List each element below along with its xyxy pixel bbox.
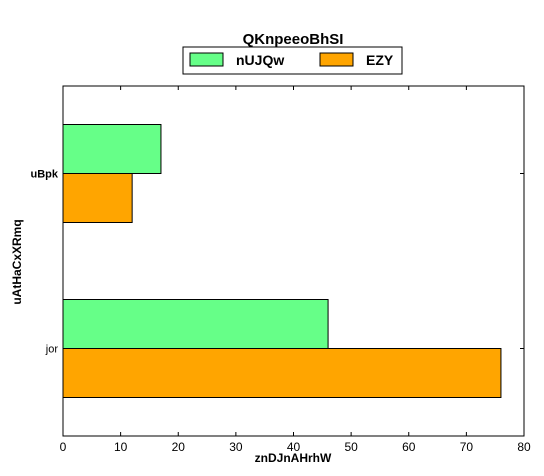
- x-tick-label-20: 20: [172, 440, 186, 454]
- y-tick-label-jor: jor: [45, 344, 59, 356]
- bars: [62, 124, 502, 398]
- bar-nUJQw-jor: [62, 299, 329, 349]
- chart-title: QKnpeeoBhSI: [243, 31, 344, 48]
- x-tick-label-60: 60: [402, 440, 416, 454]
- x-tick-label-80: 80: [517, 440, 531, 454]
- legend: nUJQw EZY: [182, 46, 403, 75]
- x-tick-label-50: 50: [344, 440, 358, 454]
- y-axis-label: uAtHaCxXRmq: [10, 219, 24, 304]
- plot-frame: [62, 85, 525, 437]
- x-tick-label-0: 0: [60, 440, 67, 454]
- legend-label-series-0: nUJQw: [236, 52, 284, 68]
- legend-label-series-1: EZY: [366, 52, 394, 68]
- y-tick-label-uBpk: uBpk: [31, 169, 59, 181]
- x-tick-label-40: 40: [287, 440, 301, 454]
- x-tick-label-70: 70: [460, 440, 474, 454]
- bar-nUJQw-uBpk: [62, 124, 162, 174]
- legend-swatch-series-1: [319, 52, 354, 67]
- x-axis-label: znDJnAHrhW: [255, 451, 332, 465]
- x-tick-label-30: 30: [229, 440, 243, 454]
- bar-EZY-uBpk: [62, 173, 133, 223]
- legend-swatch-series-0: [189, 52, 224, 67]
- x-tick-label-10: 10: [114, 440, 128, 454]
- bar-EZY-jor: [62, 348, 502, 398]
